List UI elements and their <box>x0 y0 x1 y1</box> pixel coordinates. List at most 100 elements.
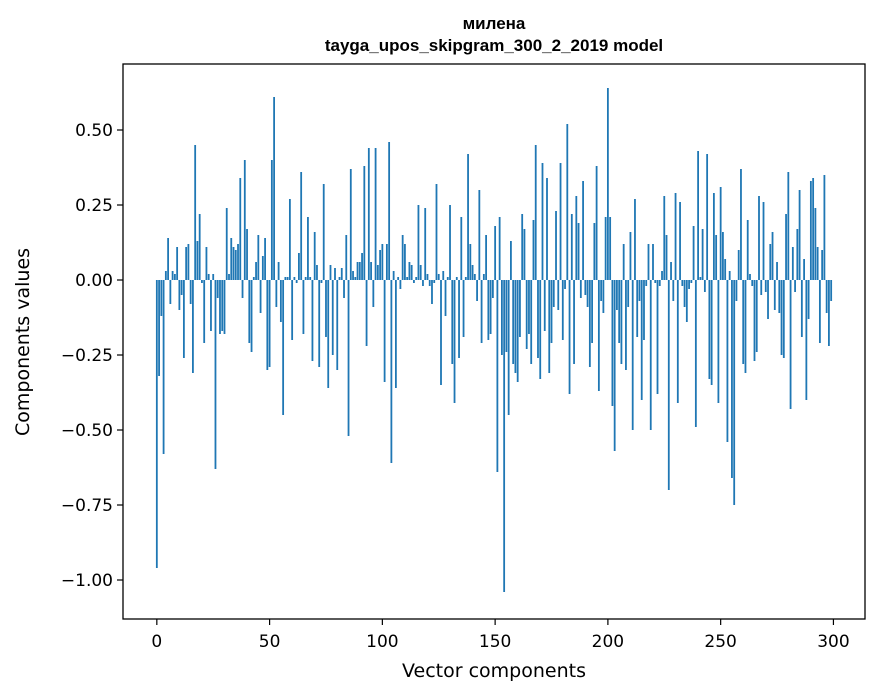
y-tick-label: 0.25 <box>75 196 113 216</box>
bar <box>785 214 787 280</box>
bar <box>291 280 294 340</box>
bar <box>737 250 740 280</box>
bar <box>726 280 729 442</box>
bar <box>325 280 327 337</box>
bar <box>228 274 230 280</box>
bar <box>719 187 722 280</box>
bar <box>647 244 650 280</box>
bar <box>507 280 510 415</box>
bar <box>239 178 242 280</box>
bar <box>731 280 733 478</box>
x-axis: 0 50 100 150 200 250 300 <box>151 619 850 652</box>
bar <box>178 280 181 310</box>
bar <box>546 178 548 280</box>
bar <box>485 235 487 280</box>
x-tick-label: 50 <box>259 632 281 652</box>
bar <box>192 280 194 373</box>
bar <box>169 280 172 304</box>
bar <box>703 280 706 292</box>
bar <box>367 148 370 280</box>
bar <box>345 235 348 280</box>
bar <box>302 280 305 334</box>
bar <box>658 280 661 286</box>
bar <box>620 280 623 364</box>
bar <box>622 244 625 280</box>
bar <box>600 280 603 301</box>
bar <box>286 277 289 280</box>
x-tick-label: 250 <box>704 632 736 652</box>
bar <box>494 226 497 280</box>
bar <box>273 97 275 280</box>
x-tick-label: 200 <box>592 632 624 652</box>
bar <box>164 271 167 280</box>
bar <box>751 280 754 286</box>
bar <box>663 196 666 280</box>
bar <box>543 280 546 331</box>
bar <box>579 280 582 298</box>
bar <box>717 280 720 403</box>
bar <box>559 163 562 280</box>
bar <box>561 280 564 340</box>
bar <box>307 217 309 280</box>
bar <box>715 235 718 280</box>
bar <box>577 223 580 280</box>
bar <box>334 268 336 280</box>
bar <box>234 250 237 280</box>
bar <box>674 193 677 280</box>
bar <box>282 280 285 415</box>
bar <box>237 244 239 280</box>
bar <box>570 214 573 280</box>
bar <box>435 184 438 280</box>
bar <box>482 274 485 280</box>
bar <box>185 247 188 280</box>
bar <box>331 280 334 355</box>
bar <box>764 280 767 292</box>
bar <box>564 280 566 289</box>
bar <box>471 265 474 280</box>
y-tick-label: −1.00 <box>61 571 113 591</box>
bar <box>690 280 693 283</box>
bar <box>415 277 418 280</box>
bar <box>313 232 316 280</box>
bar <box>424 208 427 280</box>
bar <box>417 205 420 280</box>
bar <box>392 271 395 280</box>
bar <box>354 277 357 280</box>
bar <box>627 280 630 307</box>
bar <box>654 280 657 283</box>
bar <box>288 199 291 280</box>
bar <box>830 280 833 301</box>
bar <box>440 280 442 385</box>
bar <box>246 229 248 280</box>
bar <box>758 196 760 280</box>
bar <box>573 280 575 364</box>
bar <box>710 280 713 385</box>
x-tick-label: 300 <box>817 632 849 652</box>
bar <box>428 280 431 286</box>
bar <box>825 280 828 313</box>
bar <box>656 280 659 394</box>
bar <box>464 277 467 280</box>
bar <box>264 238 266 280</box>
bar <box>566 124 569 280</box>
bar <box>480 280 483 343</box>
bar <box>649 280 652 430</box>
bar <box>207 274 210 280</box>
bar <box>740 169 742 280</box>
bar <box>753 280 756 361</box>
bar <box>613 280 616 451</box>
bar <box>503 280 506 592</box>
bar <box>171 271 174 280</box>
bar-series <box>155 88 833 592</box>
bar <box>818 280 821 343</box>
bar <box>789 280 792 409</box>
bar <box>397 277 400 280</box>
plot-area-frame <box>122 63 866 620</box>
bar <box>645 280 648 286</box>
bar <box>469 244 472 280</box>
bar <box>771 232 774 280</box>
bar <box>279 280 282 322</box>
bar <box>706 154 709 280</box>
bar <box>762 202 765 280</box>
bar <box>722 232 724 280</box>
